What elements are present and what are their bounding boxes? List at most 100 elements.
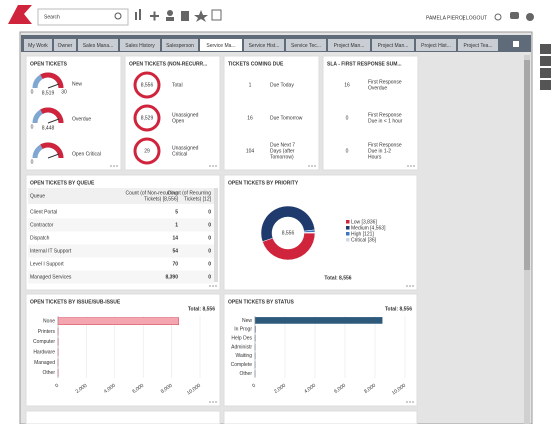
more-dots[interactable] (215, 401, 217, 403)
tab-label[interactable]: Project Tea... (463, 43, 492, 49)
y-category-label: Other (42, 370, 55, 376)
more-dots[interactable] (212, 401, 214, 403)
tab-label[interactable]: Service Tec... (291, 43, 321, 49)
search-icon[interactable] (114, 12, 122, 20)
widget-title: OPEN TICKETS BY STATUS (228, 299, 295, 305)
gauge-scale: 0 (31, 124, 34, 130)
tab-label[interactable]: Service Hist... (249, 43, 280, 49)
more-dots[interactable] (410, 165, 412, 167)
logout-link[interactable]: LOGOUT (466, 15, 487, 21)
search-box[interactable] (37, 8, 129, 26)
column-header: Tickets) [12] (184, 196, 212, 202)
more-dots[interactable] (311, 165, 313, 167)
y-category-label: Waiting (236, 353, 253, 359)
kpi-label: Total (172, 82, 183, 88)
gauge-needle (47, 83, 60, 89)
icon[interactable] (211, 9, 222, 21)
kpi-label: First Response (368, 112, 402, 118)
more-dots[interactable] (209, 165, 211, 167)
tab[interactable] (416, 39, 456, 51)
tab-label[interactable]: Sales History (125, 43, 155, 49)
more-dots[interactable] (215, 285, 217, 287)
gauge-scale: 0 (31, 89, 34, 95)
tab[interactable] (120, 39, 160, 51)
more-dots[interactable] (212, 285, 214, 287)
tab-menu-icon[interactable] (513, 41, 519, 47)
tab[interactable] (372, 39, 414, 51)
more-dots[interactable] (412, 285, 414, 287)
more-dots[interactable] (113, 165, 115, 167)
search-placeholder[interactable]: Search (44, 14, 60, 20)
more-dots[interactable] (209, 401, 211, 403)
legend-label: Critical [36] (351, 237, 377, 243)
y-category-label: Computer (33, 339, 55, 345)
more-dots[interactable] (209, 285, 211, 287)
scroll-thumb[interactable] (524, 60, 530, 270)
tab[interactable] (328, 39, 370, 51)
tab[interactable] (78, 39, 118, 51)
tab[interactable] (24, 39, 52, 51)
kpi-value: 29 (144, 148, 150, 154)
more-dots[interactable] (409, 401, 411, 403)
tab-label[interactable]: Project Man... (334, 43, 365, 49)
kpi-label: Overdue (368, 85, 387, 91)
tab-label[interactable]: Project Hist... (421, 43, 451, 49)
more-dots[interactable] (308, 165, 310, 167)
icon[interactable] (540, 80, 551, 90)
more-dots[interactable] (314, 165, 316, 167)
total-label: Total: 8,556 (188, 306, 215, 312)
more-dots[interactable] (116, 165, 118, 167)
icon[interactable] (540, 56, 551, 66)
table-scrollbar[interactable] (214, 188, 218, 282)
icon[interactable] (540, 68, 551, 78)
more-dots[interactable] (215, 165, 217, 167)
tab-label[interactable]: Sales Mana... (83, 43, 114, 49)
icon[interactable] (153, 11, 156, 21)
tab-label[interactable]: Salesperson (166, 43, 194, 49)
logo[interactable] (8, 5, 32, 24)
tab-label[interactable]: My Work (28, 43, 48, 49)
more-dots[interactable] (412, 401, 414, 403)
icon[interactable] (139, 9, 141, 20)
kpi-value: 104 (246, 148, 255, 154)
kpi-label: Days (after (270, 148, 295, 154)
more-dots[interactable] (409, 285, 411, 287)
tab[interactable] (200, 39, 242, 51)
legend-swatch (346, 232, 350, 236)
more-dots[interactable] (406, 401, 408, 403)
donut-center-value: 8,556 (282, 230, 295, 236)
kpi-label: Open (172, 118, 184, 124)
more-dots[interactable] (212, 165, 214, 167)
tab-label[interactable]: Owner (58, 43, 73, 49)
icon[interactable] (526, 13, 534, 21)
bar (254, 317, 383, 324)
tab[interactable] (244, 39, 284, 51)
more-dots[interactable] (110, 165, 112, 167)
more-dots[interactable] (406, 285, 408, 287)
icon[interactable] (166, 17, 174, 21)
icon[interactable] (167, 10, 173, 16)
icon[interactable] (540, 44, 551, 54)
icon[interactable] (181, 11, 189, 21)
kpi-value: 8,529 (141, 115, 154, 121)
icon[interactable] (494, 13, 502, 21)
x-tick-label: 0 (251, 383, 257, 390)
icon[interactable] (135, 12, 137, 20)
icon[interactable] (510, 12, 519, 19)
kpi-value: 1 (249, 82, 252, 88)
more-dots[interactable] (413, 165, 415, 167)
more-dots[interactable] (407, 165, 409, 167)
tab[interactable] (54, 39, 76, 51)
tab[interactable] (458, 39, 498, 51)
icon[interactable] (194, 10, 208, 22)
cell-value: 0 (208, 235, 211, 241)
user-name: PAMELA PIERCE (426, 15, 466, 21)
tab[interactable] (286, 39, 326, 51)
tab[interactable] (162, 39, 198, 51)
tab-label[interactable]: Project Man... (378, 43, 409, 49)
widget (223, 174, 418, 291)
separator: | (463, 15, 464, 21)
cell-value: 5 (175, 209, 178, 215)
tab-label[interactable]: Service Ma... (206, 43, 235, 49)
